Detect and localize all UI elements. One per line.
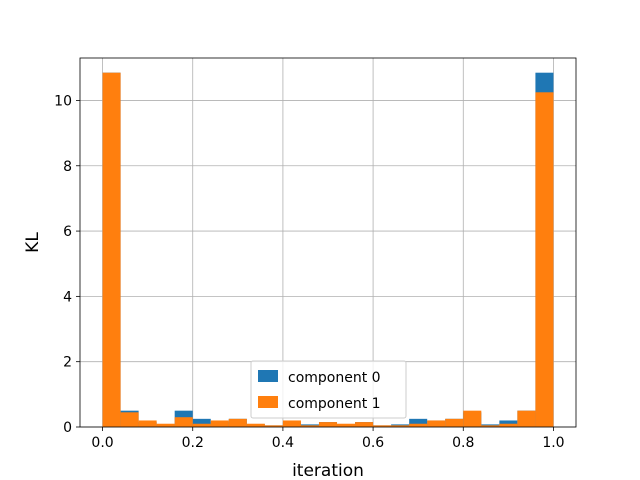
bar-series-1 [156,423,175,427]
bar-series-1 [499,423,518,427]
x-axis-label: iteration [292,461,364,480]
bar-series-1 [120,412,139,427]
y-tick-label: 10 [54,93,72,109]
y-tick-label: 0 [63,420,72,436]
bar-series-1 [282,420,301,427]
y-tick-label: 6 [63,224,72,240]
x-tick-label: 0.2 [182,435,204,451]
legend-swatch-component-0 [258,370,278,382]
x-tick-label: 0.0 [91,435,113,451]
bar-series-1 [409,423,428,427]
bar-series-1 [427,420,446,427]
legend: component 0 component 1 [250,360,407,419]
bar-series-1 [517,410,536,427]
x-tick-label: 0.4 [272,435,294,451]
bar-series-0 [192,418,211,427]
bar-series-1 [355,422,374,427]
bar-series-1 [391,425,410,427]
bar-series-0 [409,418,428,427]
bar-series-1 [192,423,211,427]
legend-box [250,360,407,419]
bar-series-1 [463,410,482,427]
bar-series-1 [445,418,464,427]
x-tick-label: 0.8 [452,435,474,451]
y-axis-label: KL [23,232,43,253]
bar-series-1 [138,420,157,427]
x-tick-label: 1.0 [542,435,564,451]
bar-series-1 [373,425,392,427]
bar-series-0 [499,420,518,427]
x-tick-label: 0.6 [362,435,384,451]
bar-series-1 [102,72,121,427]
bar-series-1 [246,423,265,427]
legend-label-component-0: component 0 [288,370,381,386]
bar-series-1 [337,423,356,427]
y-tick-label: 8 [63,159,72,175]
legend-swatch-component-1 [258,396,278,408]
bar-series-1 [318,422,338,427]
bar-series-1 [300,425,319,427]
ticks: 0.0 0.2 0.4 0.6 0.8 1.0 0 2 4 6 8 10 [54,93,564,451]
bar-series-1 [210,420,229,427]
legend-label-component-1: component 1 [288,396,381,412]
bars [102,72,554,428]
plot-frame [79,57,577,428]
bar-series-1 [264,425,283,427]
bar-series-1 [535,92,554,428]
bar-series-1 [174,417,193,427]
bar-series-1 [481,425,500,427]
y-tick-label: 4 [63,289,72,305]
bar-series-1 [228,418,247,427]
y-tick-label: 2 [63,355,72,371]
